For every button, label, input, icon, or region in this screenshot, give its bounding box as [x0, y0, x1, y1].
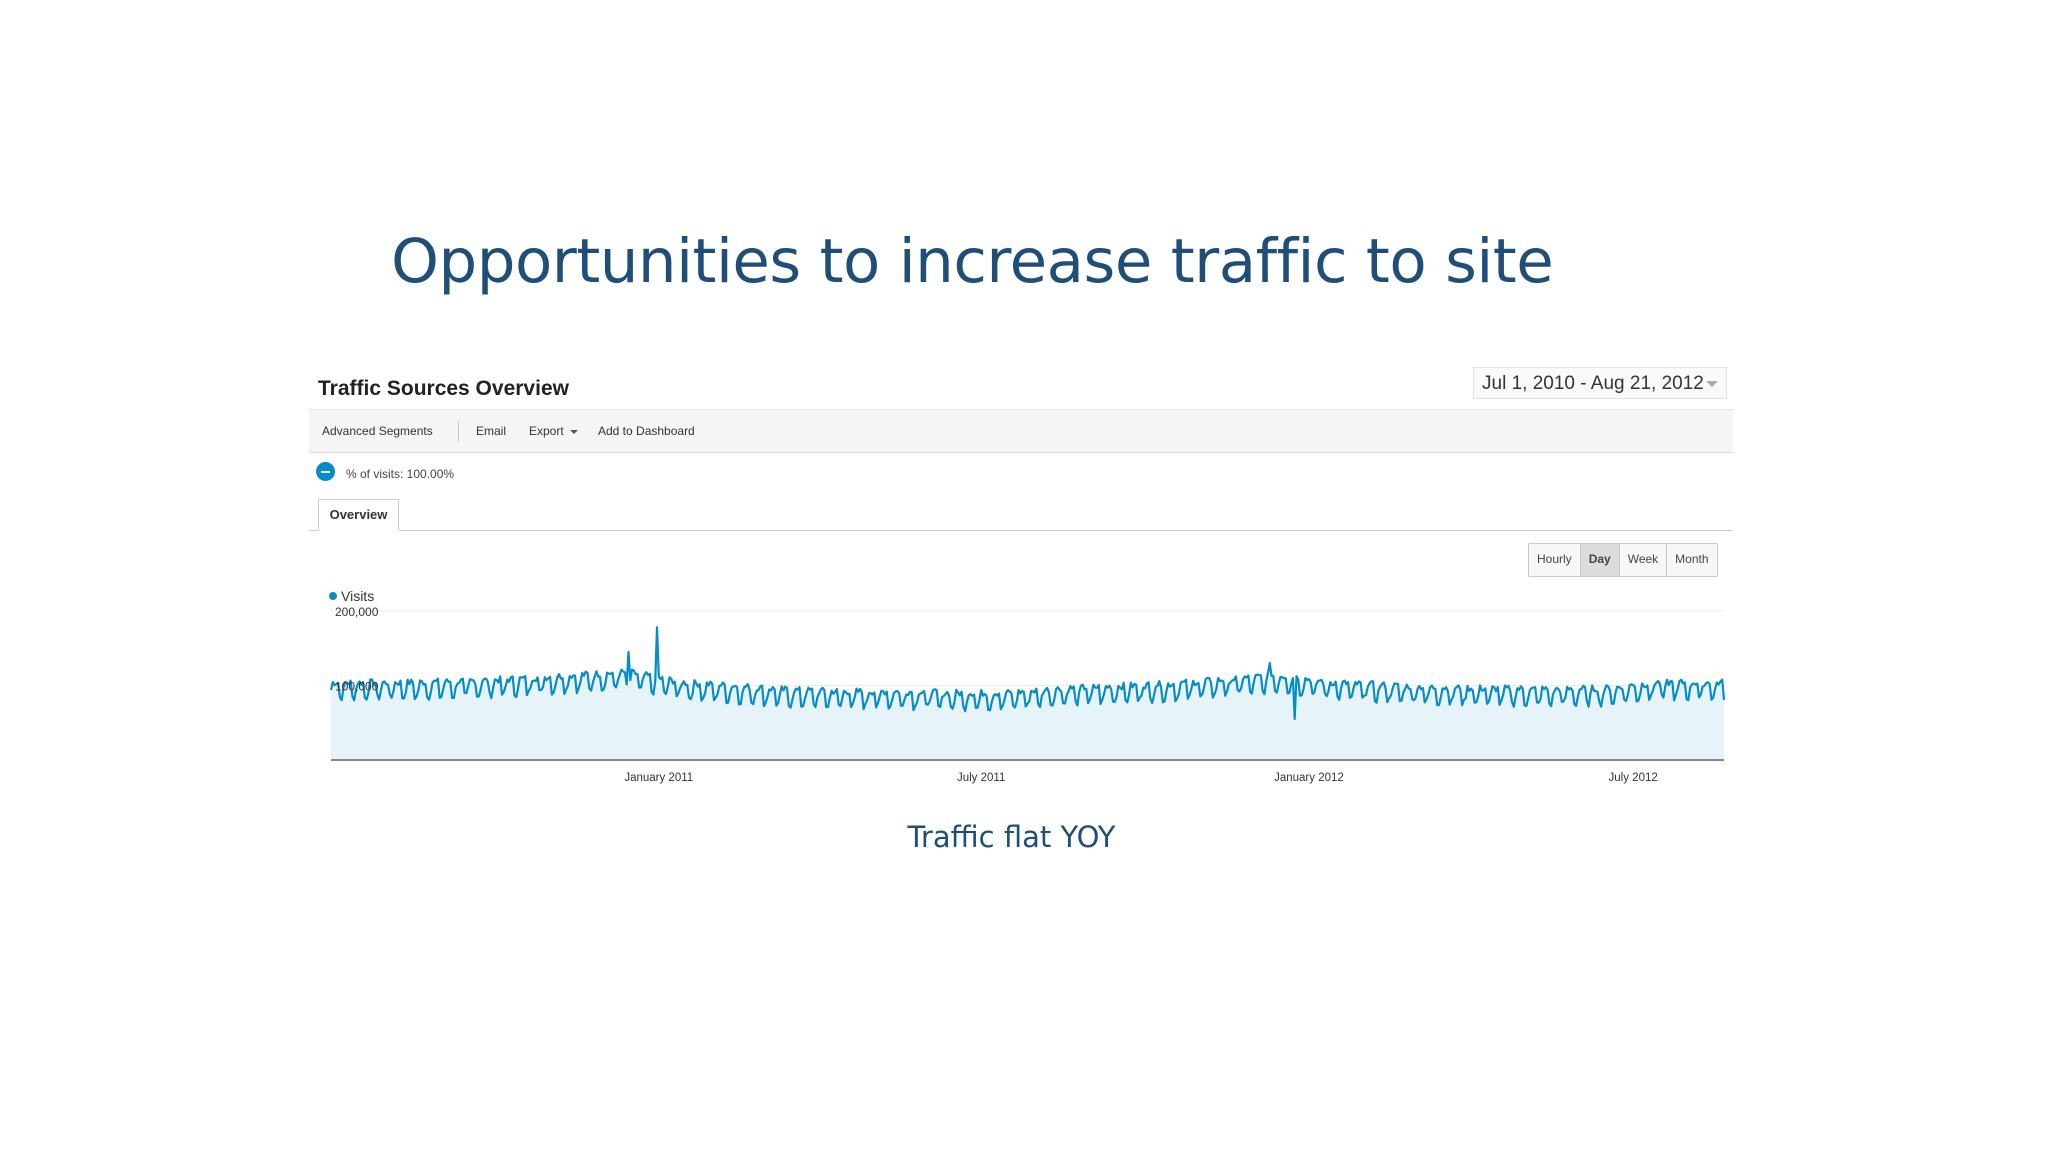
tab-overview[interactable]: Overview: [318, 499, 399, 531]
x-tick-label-0: January 2011: [624, 772, 693, 784]
export-label: Export: [529, 424, 564, 438]
caret-down-icon: [569, 429, 578, 434]
export-button[interactable]: Export: [529, 424, 578, 438]
visits-series-line: [329, 626, 1726, 721]
chevron-down-icon: [1706, 381, 1718, 387]
date-range-label: Jul 1, 2010 - Aug 21, 2012: [1482, 373, 1704, 394]
slide-title: Opportunities to increase traffic to sit…: [391, 226, 1554, 297]
report-toolbar: Advanced Segments Email Export Add to Da…: [309, 409, 1733, 453]
x-tick-label-1: July 2011: [957, 772, 1005, 784]
x-tick-label-2: January 2012: [1274, 772, 1344, 784]
y-tick-label-0: 200,000: [335, 605, 379, 619]
add-to-dashboard-button[interactable]: Add to Dashboard: [598, 424, 695, 438]
slide-caption: Traffic flat YOY: [907, 820, 1116, 854]
granularity-hourly-button[interactable]: Hourly: [1529, 544, 1581, 576]
segment-minus-icon[interactable]: [316, 462, 335, 481]
visits-area-fill: [331, 627, 1724, 760]
granularity-month-button[interactable]: Month: [1675, 552, 1709, 566]
tab-divider: [309, 530, 1733, 531]
x-tick-label-3: July 2012: [1609, 772, 1658, 784]
advanced-segments-button[interactable]: Advanced Segments: [322, 424, 433, 438]
granularity-week-button[interactable]: Week: [1620, 544, 1668, 576]
email-button[interactable]: Email: [476, 424, 507, 438]
toolbar-divider: [458, 421, 459, 442]
granularity-toggle: Hourly Day Week Month: [1528, 543, 1718, 577]
legend-dot-visits: [329, 592, 337, 601]
chart-legend: Visits: [329, 588, 374, 604]
report-title: Traffic Sources Overview: [318, 377, 569, 400]
y-tick-label-1: 100,000: [335, 680, 379, 694]
granularity-day-button[interactable]: Day: [1580, 544, 1620, 576]
date-range-picker[interactable]: Jul 1, 2010 - Aug 21, 2012: [1473, 367, 1727, 399]
segment-label: % of visits: 100.00%: [346, 467, 455, 481]
legend-label-visits: Visits: [341, 588, 375, 604]
